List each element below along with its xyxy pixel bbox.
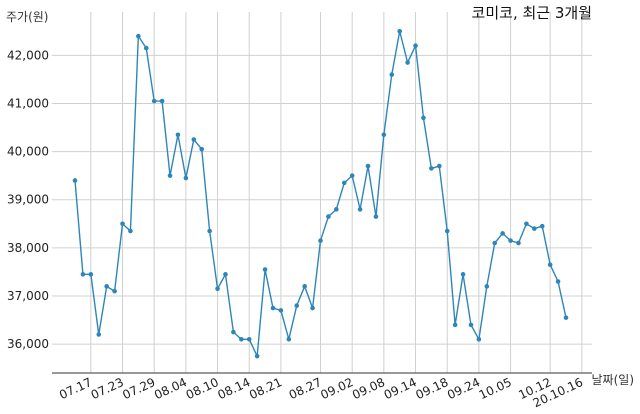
data-point [547, 262, 553, 268]
data-point [413, 43, 418, 48]
data-point [286, 337, 292, 342]
x-axis-title: 날짜(일) [592, 373, 634, 387]
data-point [223, 272, 228, 277]
data-point [524, 221, 529, 227]
data-point [318, 238, 323, 243]
data-point [460, 272, 466, 277]
data-point [476, 337, 482, 342]
data-point [381, 132, 387, 138]
data-point [452, 322, 458, 328]
data-point [239, 337, 244, 342]
data-point [357, 207, 363, 212]
y-tick-label: 40,000 [7, 145, 49, 159]
data-point [349, 173, 355, 178]
grid [52, 12, 592, 373]
data-point [120, 221, 125, 227]
data-point [104, 284, 109, 289]
data-point [429, 166, 434, 171]
y-tick-label: 38,000 [7, 241, 49, 255]
data-point [246, 337, 252, 342]
data-point [72, 178, 78, 183]
data-point [492, 240, 498, 246]
data-point [191, 137, 197, 142]
x-tick-label: 10.05 [477, 375, 514, 402]
data-point [326, 214, 331, 219]
data-point [341, 180, 347, 186]
data-point [421, 115, 426, 121]
data-point [207, 228, 212, 234]
y-tick-label: 39,000 [7, 193, 49, 207]
data-point [389, 72, 395, 77]
data-point [151, 98, 157, 104]
data-point [159, 98, 165, 104]
data-point [175, 132, 181, 138]
data-point [500, 231, 505, 236]
data-point [270, 305, 276, 311]
data-point [199, 146, 205, 152]
data-point [444, 228, 450, 234]
y-tick-label: 37,000 [7, 289, 49, 303]
data-point [302, 284, 307, 289]
data-point [397, 28, 402, 34]
data-point [563, 315, 569, 320]
data-point [143, 45, 149, 51]
data-point [405, 60, 410, 65]
y-axis-title: 주가(원) [6, 10, 48, 24]
data-point [88, 272, 94, 277]
data-point [183, 175, 189, 181]
data-point [436, 163, 442, 169]
y-axis-ticks: 36,000 37,000 38,000 39,000 40,000 41,000 42,0… [7, 48, 49, 351]
data-points [72, 28, 569, 359]
y-tick-label: 36,000 [7, 337, 49, 351]
data-point [112, 288, 117, 294]
data-point [294, 303, 300, 308]
data-point [262, 267, 268, 272]
chart-title: 코미코, 최근 3개월 [472, 4, 592, 22]
data-point [555, 279, 561, 284]
data-point [508, 238, 513, 243]
data-point [310, 305, 315, 311]
data-point [167, 173, 173, 178]
x-tick-label: 08.21 [247, 375, 284, 402]
data-point [231, 329, 236, 335]
data-point [373, 214, 379, 219]
y-tick-label: 42,000 [7, 48, 49, 62]
data-point [334, 207, 339, 212]
data-point [128, 228, 133, 234]
data-point [80, 272, 86, 277]
data-point [254, 353, 260, 359]
data-point [215, 286, 220, 292]
data-point [539, 223, 545, 229]
y-tick-label: 41,000 [7, 96, 49, 110]
data-point [532, 226, 537, 231]
data-point [278, 308, 284, 313]
data-point [136, 33, 141, 39]
data-point [484, 284, 490, 289]
data-point [96, 332, 102, 337]
data-point [516, 240, 521, 246]
data-point [365, 163, 371, 169]
data-point [468, 322, 474, 328]
